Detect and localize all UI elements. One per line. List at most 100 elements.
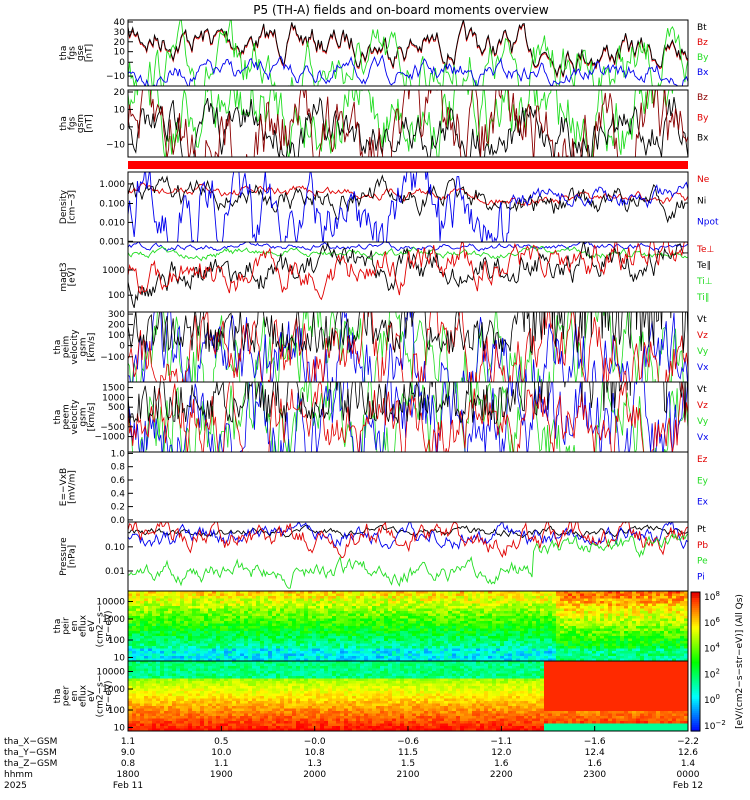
spectrogram-cell <box>336 656 341 660</box>
spectrogram-cell <box>324 591 329 595</box>
spectrogram-cell <box>132 608 137 612</box>
spectrogram-cell <box>184 683 189 687</box>
spectrogram-cell <box>288 606 293 610</box>
spectrogram-cell <box>432 648 437 652</box>
spectrogram-cell <box>144 641 149 645</box>
spectrogram-cell <box>384 638 389 642</box>
spectrogram-cell <box>612 593 617 597</box>
spectrogram-cell <box>632 606 637 610</box>
spectrogram-cell <box>160 626 165 630</box>
spectrogram-cell <box>216 608 221 612</box>
spectrogram-cell <box>616 638 621 642</box>
spectrogram-cell <box>280 626 285 630</box>
spectrogram-cell <box>388 646 393 650</box>
spectrogram-cell <box>244 658 249 661</box>
spectrogram-cell <box>308 628 313 632</box>
spectrogram-cell <box>560 621 565 625</box>
spectrogram-cell <box>140 701 145 705</box>
spectrogram-cell <box>240 643 245 647</box>
spectrogram-cell <box>360 651 365 655</box>
spectrogram-cell <box>168 663 173 667</box>
spectrogram-cell <box>184 626 189 630</box>
spectrogram-cell <box>528 598 533 602</box>
spectrogram-cell <box>292 618 297 622</box>
spectrogram-cell <box>504 623 509 627</box>
spectrogram-cell <box>672 643 677 647</box>
spectrogram-cell <box>436 658 441 661</box>
spectrogram-cell <box>460 648 465 652</box>
spectrogram-cell <box>172 718 177 722</box>
trace-pb <box>128 522 688 559</box>
spectrogram-cell <box>448 648 453 652</box>
spectrogram-cell <box>372 646 377 650</box>
spectrogram-cell <box>160 651 165 655</box>
spectrogram-cell <box>352 653 357 657</box>
spectrogram-cell <box>508 603 513 607</box>
spectrogram-cell <box>624 656 629 660</box>
spectrogram-cell <box>632 598 637 602</box>
spectrogram-cell <box>196 591 201 595</box>
spectrogram-cell <box>384 598 389 602</box>
spectrogram-cell <box>528 616 533 620</box>
spectrogram-cell <box>192 611 197 615</box>
spectrogram-cell <box>308 643 313 647</box>
spectrogram-cell <box>188 686 193 690</box>
spectrogram-cell <box>212 601 217 605</box>
spectrogram-cell <box>168 656 173 660</box>
spectrogram-cell <box>520 611 525 615</box>
spectrogram-cell <box>140 591 145 595</box>
spectrogram-cell <box>132 696 137 700</box>
spectrogram-cell <box>604 626 609 630</box>
spectrogram-cell <box>496 648 501 652</box>
spectrogram-cell <box>280 656 285 660</box>
spectrogram-cell <box>188 696 193 700</box>
spectrogram-cell <box>508 618 513 622</box>
spectrogram-cell <box>212 721 217 725</box>
spectrogram-cell <box>336 603 341 607</box>
spectrogram-cell <box>496 606 501 610</box>
spectrogram-cell <box>168 591 173 595</box>
spectrogram-cell <box>464 591 469 595</box>
spectrogram-cell <box>216 698 221 702</box>
spectrogram-cell <box>276 621 281 625</box>
spectrogram-cell <box>664 626 669 630</box>
spectrogram-cell <box>224 621 229 625</box>
spectrogram-cell <box>468 651 473 655</box>
spectrogram-cell <box>560 596 565 600</box>
spectrogram-cell <box>524 656 529 660</box>
spectrogram-cell <box>396 593 401 597</box>
spectrogram-cell <box>500 613 505 617</box>
spectrogram-cell <box>460 596 465 600</box>
spectrogram-cell <box>404 646 409 650</box>
spectrogram-cell <box>316 618 321 622</box>
spectrogram-cell <box>152 671 157 675</box>
panel-peir_en: 10000100010010thapeirenefluxeV(cm2−s−sr−… <box>53 590 689 664</box>
spectrogram-cell <box>136 721 141 725</box>
spectrogram-cell <box>508 648 513 652</box>
spectrogram-cell <box>400 641 405 645</box>
spectrogram-cell <box>420 628 425 632</box>
spectrogram-cell <box>424 623 429 627</box>
spectrogram-cell <box>676 593 681 597</box>
spectrogram-cell <box>440 656 445 660</box>
spectrogram-cell <box>412 591 417 595</box>
spectrogram-cell <box>148 726 153 730</box>
spectrogram-cell <box>368 601 373 605</box>
spectrogram-cell <box>264 638 269 642</box>
spectrogram-cell <box>352 618 357 622</box>
spectrogram-cell <box>424 593 429 597</box>
spectrogram-cell <box>552 616 557 620</box>
spectrogram-cell <box>140 648 145 652</box>
spectrogram-cell <box>160 706 165 710</box>
spectrogram-cell <box>268 641 273 645</box>
spectrogram-cell <box>188 643 193 647</box>
spectrogram-cell <box>672 636 677 640</box>
spectrogram-cell <box>140 726 145 730</box>
trace-ni <box>128 174 688 224</box>
spectrogram-cell <box>148 688 153 692</box>
spectrogram-cell <box>296 618 301 622</box>
spectrogram-cell <box>612 633 617 637</box>
spectrogram-cell <box>180 723 185 727</box>
spectrogram-cell <box>412 631 417 635</box>
spectrogram-cell <box>396 633 401 637</box>
